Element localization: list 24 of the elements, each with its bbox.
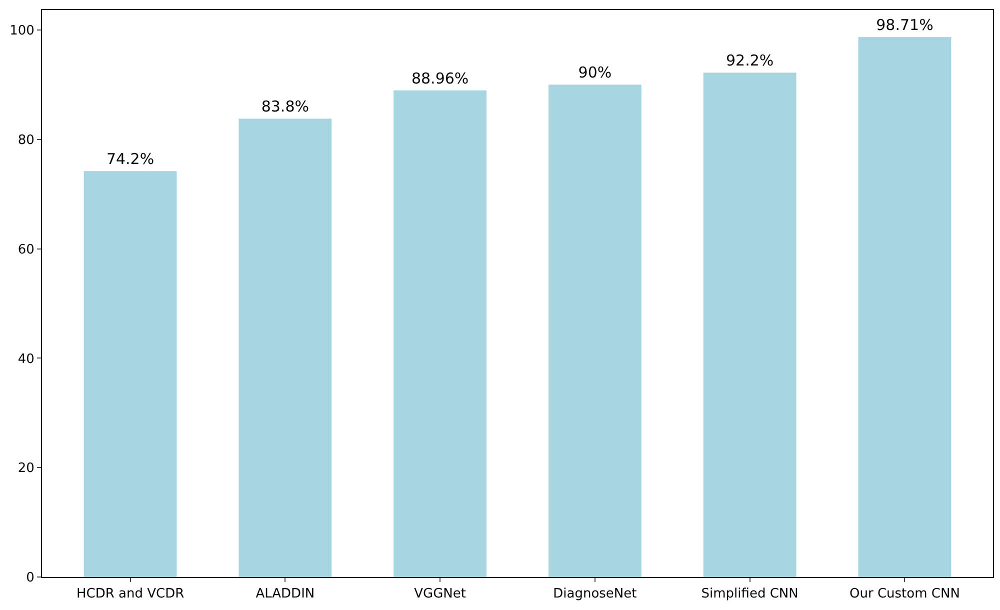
data-label: 83.8% [261,98,310,116]
bar [238,118,332,577]
data-label: 90% [578,64,612,82]
y-tick-label: 100 [10,24,34,39]
bar [858,37,952,577]
data-label: 92.2% [726,52,774,70]
x-tick-label: ALADDIN [256,586,315,602]
x-tick-label: Simplified CNN [701,586,798,602]
data-label: 98.71% [876,16,934,34]
y-tick-label: 60 [18,242,34,258]
y-tick-label: 80 [18,132,34,148]
y-tick-label: 0 [26,570,34,586]
y-tick-label: 40 [18,352,34,367]
bar [548,84,642,577]
y-tick-label: 20 [18,461,34,476]
x-tick-label: VGGNet [414,586,466,602]
x-tick-label: HCDR and VCDR [76,586,184,602]
bar [703,72,796,577]
x-tick-label: DiagnoseNet [553,586,637,602]
x-tick-label: Our Custom CNN [850,586,960,602]
data-label: 88.96% [411,69,469,88]
bar [84,171,177,577]
bar [394,90,487,577]
data-label: 74.2% [106,150,154,168]
